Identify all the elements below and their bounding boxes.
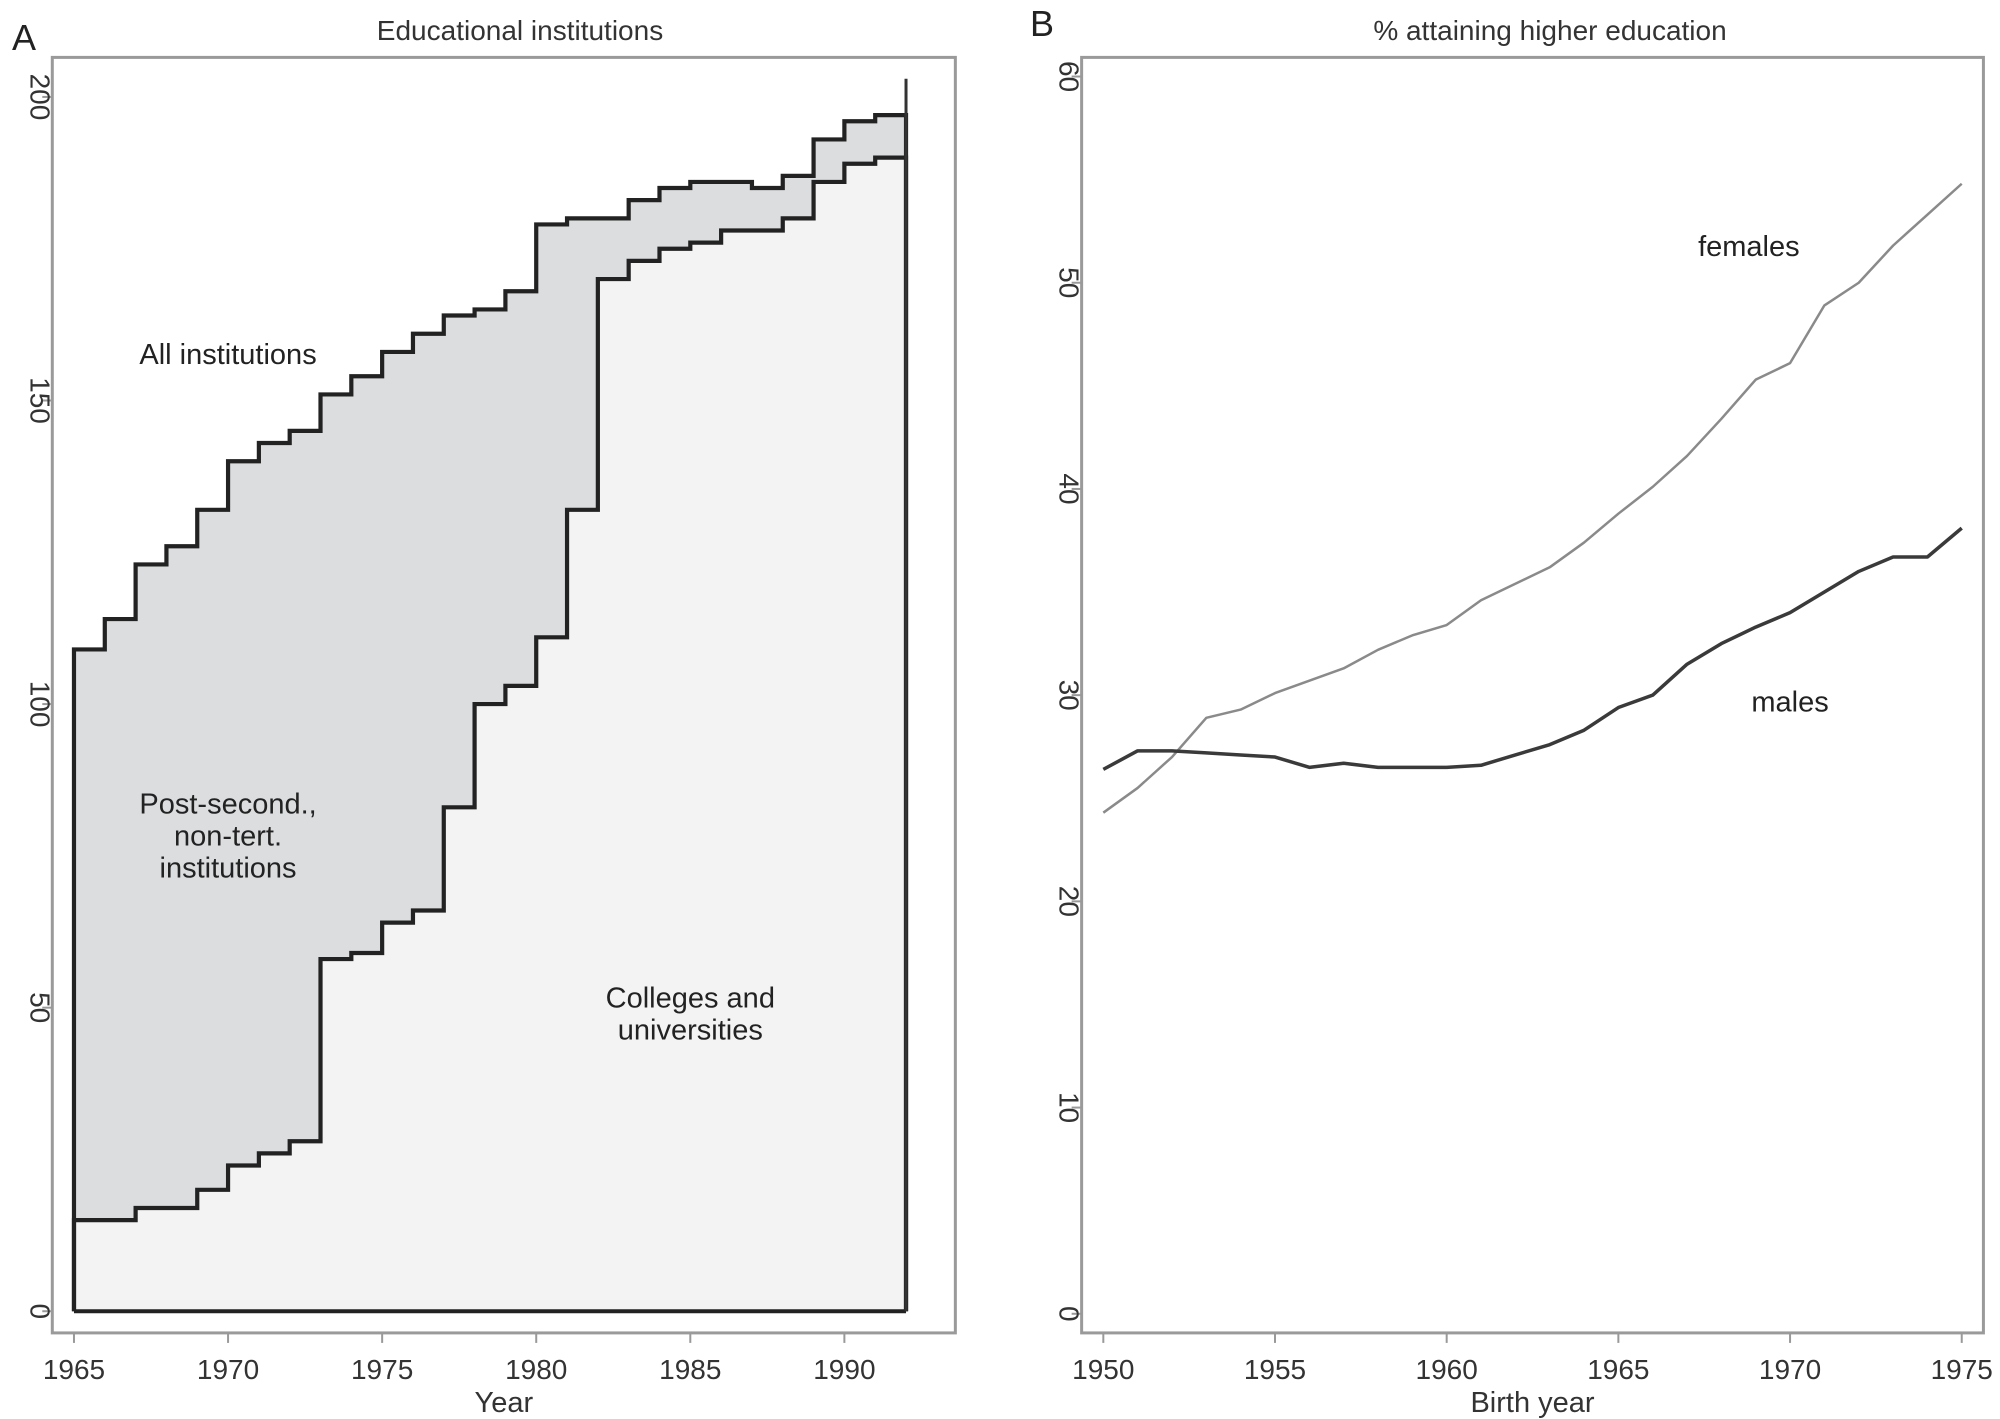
panel-b-annotations: females males [1698,231,1829,719]
panel-b-x-axis-title: Birth year [1470,1387,1594,1419]
panel-b-title: % attaining higher education [1373,15,1726,46]
x-tick-label: 1965 [43,1354,105,1385]
step-line-colleges-and-universities [71,155,909,1312]
y-tick-label: 0 [24,1303,55,1319]
step-line-all-institutions [71,113,909,1312]
panel-b-lines [1102,182,1963,814]
panel-letter-b: B [1030,3,1054,44]
area-colleges-and-universities [73,157,907,1312]
panel-a-x-axis-title: Year [475,1387,534,1419]
x-tick-label: 1950 [1072,1354,1134,1385]
y-tick-label: 20 [1054,886,1085,917]
panel-b: B % attaining higher education 0 10 20 30 40… [1030,3,1993,1419]
y-tick-label: 200 [24,74,55,121]
annotation-females: females [1698,231,1800,263]
annotation-males: males [1751,687,1828,719]
series-line-males [1102,526,1963,771]
y-tick-label: 150 [24,377,55,424]
panel-a-title: Educational institutions [377,15,663,46]
panel-a-areas [71,78,909,1314]
y-tick-label: 0 [1054,1306,1085,1322]
panel-a-y-axis: 0 50 100 150 200 [24,74,55,1319]
panel-a: A Educational institutions 050100150200 … [12,15,957,1419]
panel-a-x-axis: 1965 1970 1975 1980 1985 1990 [43,1332,876,1385]
y-tick-label: 100 [24,681,55,728]
y-tick-label: 60 [1054,61,1085,92]
annotation: Post-second., non-tert. institutions [139,788,316,884]
x-tick-label: 1985 [659,1354,721,1385]
panel-letter-a: A [12,17,36,58]
x-tick-label: 1990 [813,1354,875,1385]
x-tick-label: 1960 [1416,1354,1478,1385]
y-tick-label: 40 [1054,473,1085,504]
y-tick-label: 30 [1054,680,1085,711]
panel-b-y-axis: 0 10 20 30 40 50 60 [1054,61,1085,1322]
x-tick-label: 1965 [1587,1354,1649,1385]
x-tick-label: 1970 [197,1354,259,1385]
annotation: All institutions [139,339,316,371]
y-tick-label: 10 [1054,1092,1085,1123]
x-tick-label: 1955 [1244,1354,1306,1385]
panel-b-frame [1080,55,1985,1335]
panel-b-x-axis: 1950 1955 1960 1965 1970 1975 [1072,1332,1993,1385]
panel-a-annotations: All institutions Post-second., non-tert. in… [139,339,775,1047]
y-tick-label: 50 [24,992,55,1023]
x-tick-label: 1980 [505,1354,567,1385]
annotation: Colleges and universities [606,983,775,1047]
x-tick-label: 1975 [1931,1354,1993,1385]
y-tick-label: 50 [1054,267,1085,298]
x-tick-label: 1975 [351,1354,413,1385]
series-line-females [1102,182,1963,814]
x-tick-label: 1970 [1759,1354,1821,1385]
